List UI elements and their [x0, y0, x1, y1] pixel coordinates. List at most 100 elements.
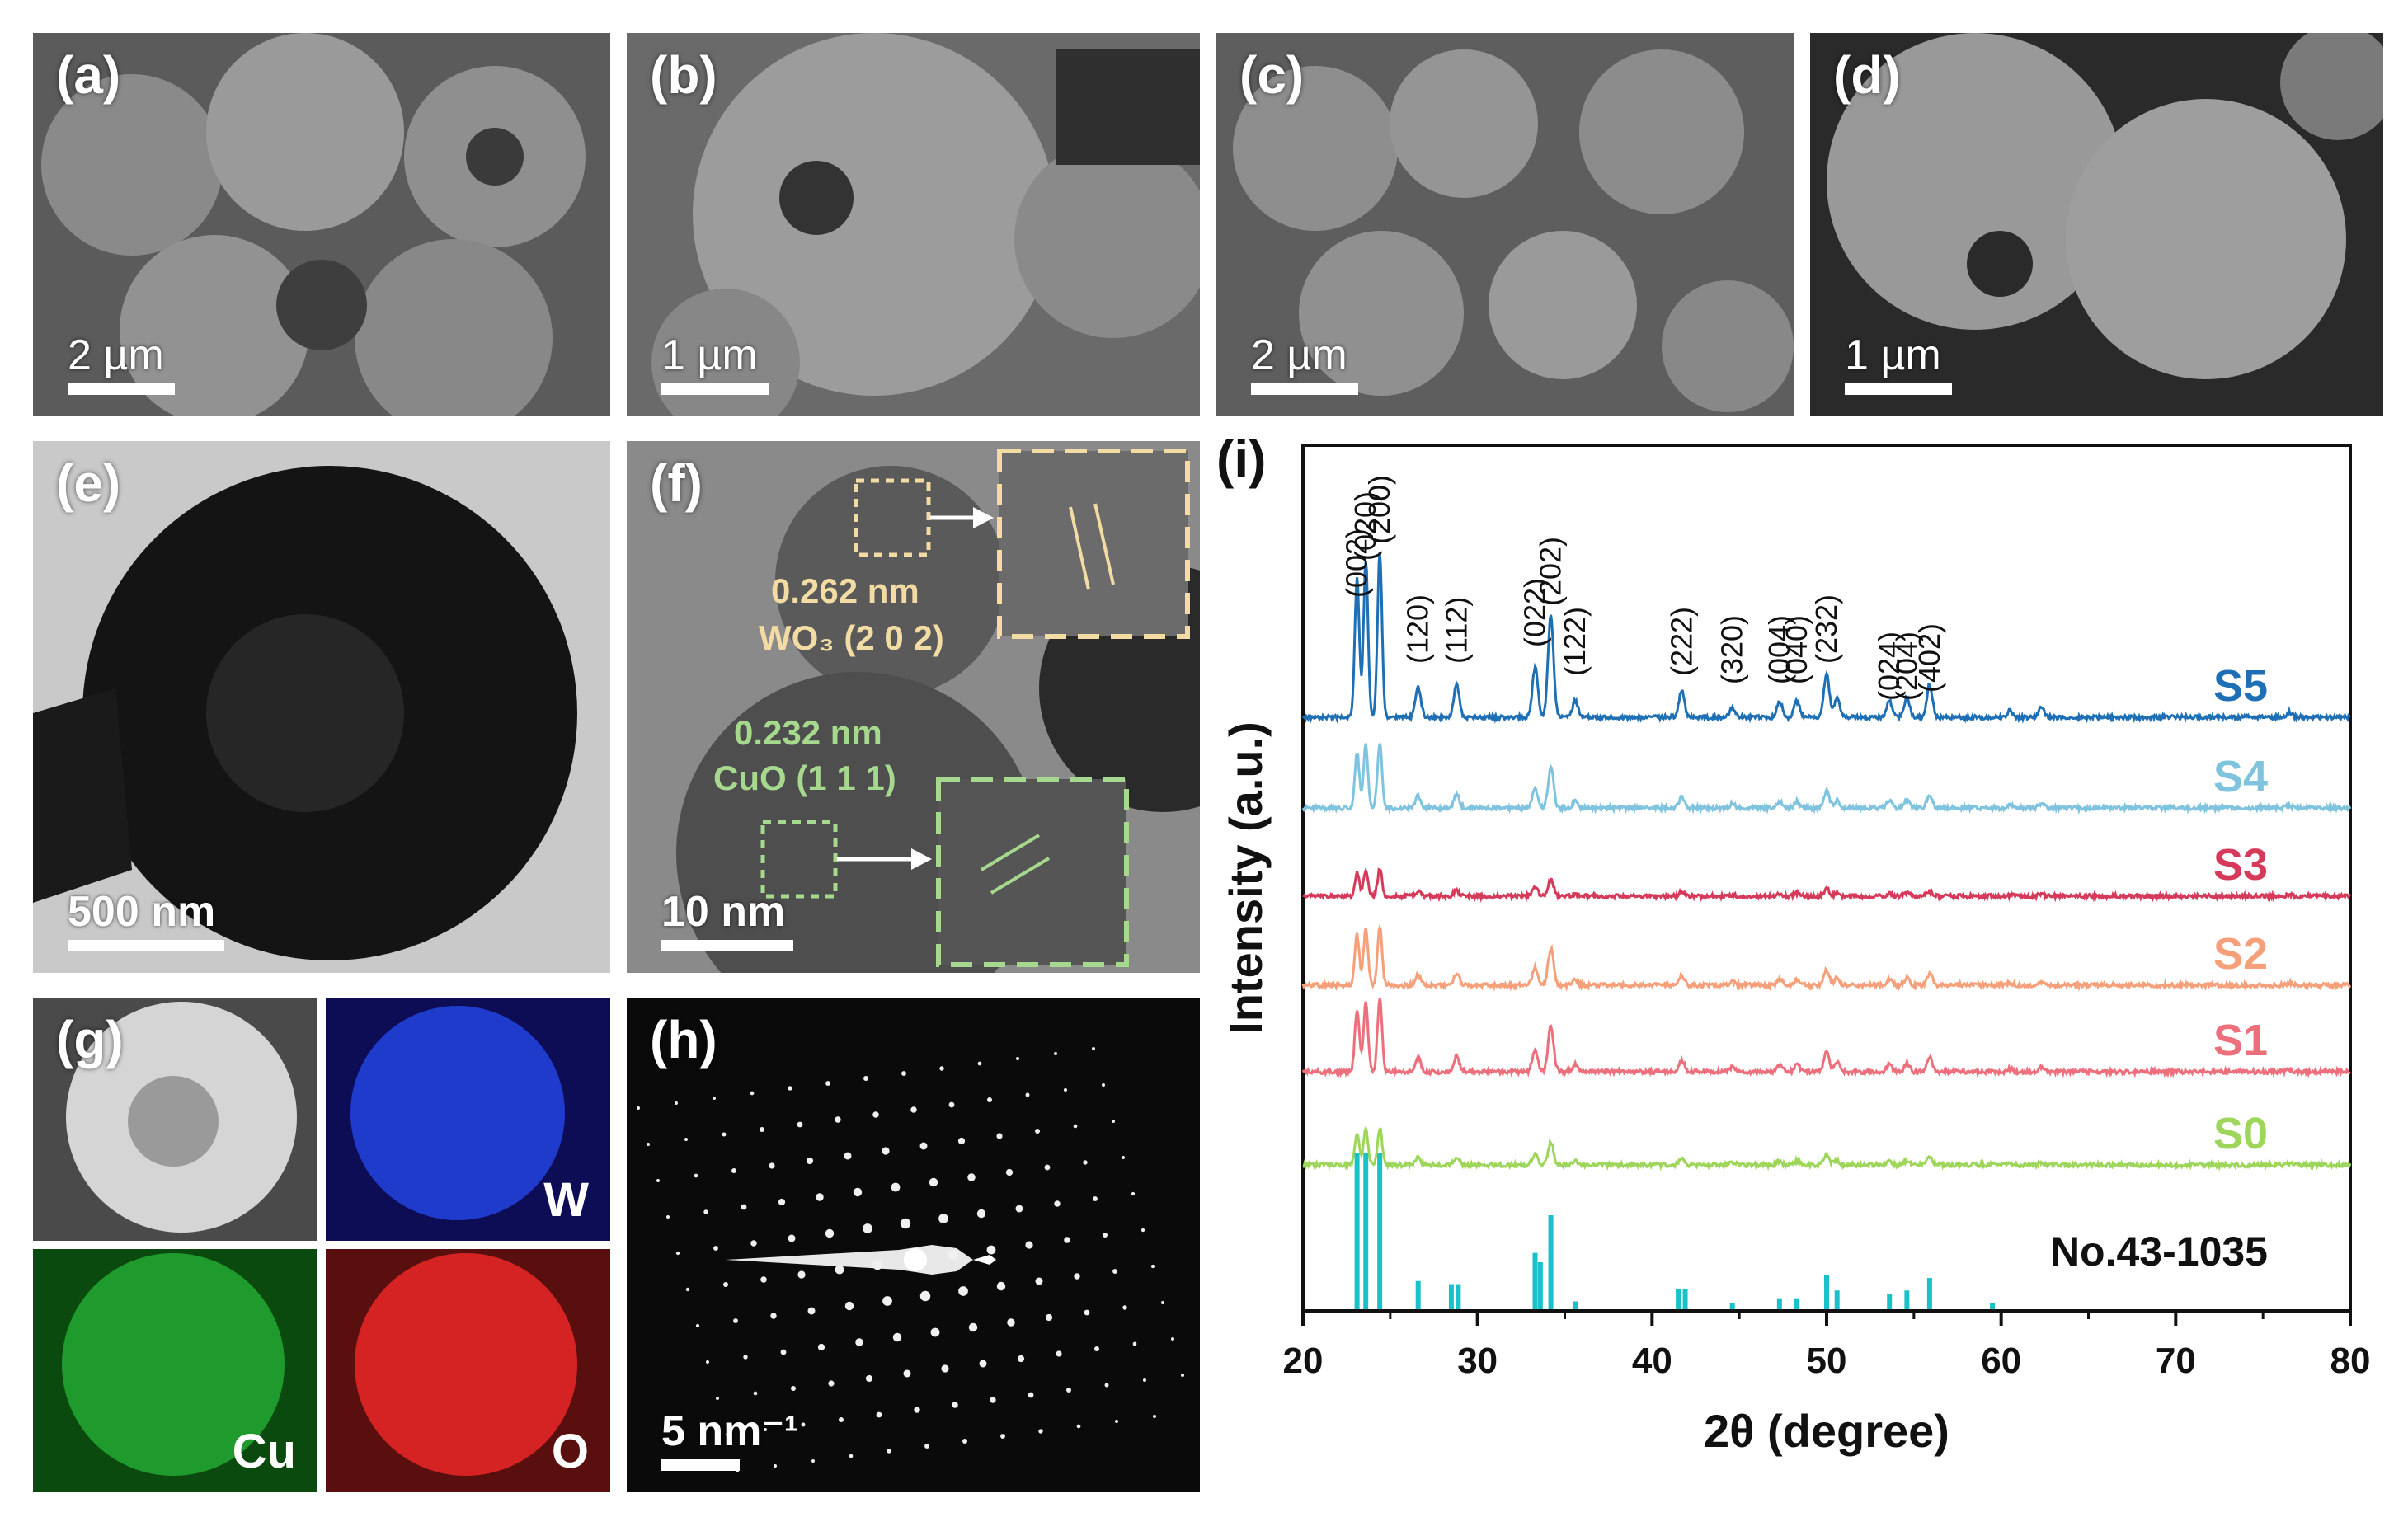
- hkl-label: (402): [1912, 623, 1946, 693]
- diffraction-spot: [703, 1209, 708, 1214]
- hkl-label: (222): [1664, 607, 1698, 676]
- diffraction-spot: [1171, 1337, 1174, 1341]
- diffraction-spot: [1074, 1273, 1080, 1280]
- panel-label-f: (f): [650, 453, 703, 513]
- diffraction-spot: [811, 1459, 815, 1463]
- diffraction-spot: [750, 1091, 755, 1096]
- xrd-trace-s5: [1301, 552, 2351, 725]
- diffraction-spot: [806, 1157, 814, 1165]
- diffraction-spot: [706, 1360, 709, 1364]
- series-label-s4: S4: [2213, 752, 2268, 801]
- diffraction-spot: [713, 1246, 718, 1251]
- diffraction-spot: [647, 1143, 650, 1146]
- diffraction-spot: [760, 1127, 764, 1132]
- hkl-label: (202): [1534, 537, 1568, 606]
- diffraction-spot: [1025, 1241, 1033, 1249]
- diffraction-spot: [722, 1132, 727, 1137]
- diffraction-spot: [797, 1121, 803, 1128]
- x-tick-label: 40: [1632, 1341, 1672, 1381]
- diffraction-spot: [1054, 1052, 1057, 1055]
- diffraction-spot: [855, 1338, 863, 1346]
- diffraction-spot: [1025, 1092, 1030, 1097]
- diffraction-spot: [979, 1360, 987, 1368]
- xrd-svg: 20 30 40 50 60 70 80 2θ (degree) Intensity (a.u.…: [1220, 444, 2370, 1457]
- diffraction-spot: [865, 1374, 873, 1383]
- hkl-label: (004): [1762, 615, 1796, 684]
- diffraction-spot: [910, 1106, 917, 1113]
- diffraction-spot: [675, 1251, 680, 1256]
- map-label-cu: Cu: [232, 1425, 296, 1478]
- panel-label-g: (g): [56, 1010, 124, 1069]
- diffraction-spot: [788, 1086, 792, 1091]
- diffraction-spot: [962, 1439, 967, 1444]
- diffraction-spot: [731, 1168, 736, 1173]
- sem-panel-c: (c) 2 µm: [1216, 33, 1794, 416]
- hkl-label: (122): [1558, 607, 1592, 676]
- scale-text-h: 5 nm⁻¹: [661, 1407, 799, 1455]
- diffraction-spot: [1000, 1434, 1005, 1439]
- diffraction-spot: [695, 1323, 700, 1328]
- tem-panel-e: (e) 500 nm: [33, 441, 610, 973]
- diffraction-spot: [1005, 1168, 1014, 1176]
- map-label-w: W: [543, 1173, 589, 1227]
- diffraction-spot: [1084, 1309, 1090, 1316]
- diffraction-spot: [764, 1428, 767, 1431]
- diffraction-spot: [1066, 1388, 1071, 1393]
- diffraction-spot: [1064, 1237, 1070, 1243]
- diffraction-spot: [1016, 1057, 1019, 1060]
- diffraction-spot: [1122, 1156, 1125, 1159]
- diffraction-spot: [825, 1228, 835, 1238]
- scale-text-b: 1 µm: [661, 331, 758, 379]
- x-tick-label: 70: [2156, 1341, 2196, 1381]
- diffraction-spot: [675, 1101, 678, 1105]
- diffraction-spot: [817, 1343, 825, 1351]
- diffraction-spot: [1115, 1420, 1118, 1423]
- diffraction-spot: [844, 1152, 852, 1160]
- sem-image-c: [1216, 33, 1794, 416]
- hrtem-image-f: [627, 441, 1200, 973]
- tem-image-e: [33, 441, 610, 973]
- series-label-s3: S3: [2213, 840, 2268, 890]
- sem-panel-a: (a) 2 µm: [33, 33, 610, 416]
- cuo-plane-label: CuO (1 1 1): [713, 758, 896, 797]
- diffraction-spot: [753, 1391, 758, 1396]
- diffraction-spot: [1054, 1200, 1061, 1207]
- panel-label-h: (h): [650, 1010, 717, 1069]
- diffraction-spot: [1122, 1305, 1127, 1310]
- hrtem-panel-f: (f) 0.262 nm WO₃ (2 0 2) 0.232 nm CuO (1…: [627, 441, 1200, 973]
- xrd-trace-s2: [1301, 924, 2352, 993]
- diffraction-spot: [996, 1133, 1003, 1139]
- diffraction-spot: [948, 1249, 959, 1261]
- panel-label-a: (a): [56, 45, 121, 105]
- diffraction-spot: [1035, 1129, 1040, 1134]
- diffraction-spot: [968, 1322, 978, 1332]
- scale-text-d: 1 µm: [1845, 331, 1941, 379]
- diffraction-spot: [726, 1433, 729, 1436]
- diffraction-spot: [1044, 1164, 1051, 1171]
- diffraction-spot: [1131, 1191, 1136, 1196]
- reference-label: No.43-1035: [2050, 1228, 2268, 1275]
- diffraction-spot: [684, 1138, 688, 1141]
- diffraction-spot: [1104, 1383, 1109, 1388]
- scale-bar-c: 2 µm: [1251, 331, 1358, 395]
- diffraction-spot: [1103, 1233, 1108, 1238]
- diffraction-spot: [900, 1218, 911, 1229]
- hkl-label: (040): [1780, 615, 1813, 684]
- diffraction-spot: [770, 1313, 777, 1319]
- diffraction-spot: [976, 1209, 986, 1219]
- diffraction-spot: [1083, 1160, 1088, 1165]
- xrd-chart: 20 30 40 50 60 70 80 2θ (degree) Intensity (a.u.…: [1204, 429, 2392, 1501]
- diffraction-spot: [666, 1215, 670, 1219]
- diffraction-spot: [1093, 1196, 1098, 1201]
- diffraction-spot: [853, 1187, 863, 1197]
- diffraction-spot: [1045, 1313, 1053, 1322]
- eds-map-w: W: [326, 998, 610, 1241]
- diffraction-spot: [1007, 1318, 1015, 1327]
- eds-map-o: O: [326, 1249, 610, 1492]
- diffraction-spot: [685, 1287, 690, 1292]
- diffraction-spot: [863, 1223, 872, 1233]
- diffraction-spot: [1161, 1301, 1164, 1304]
- diffraction-spot: [637, 1106, 640, 1110]
- diffraction-spot: [1056, 1350, 1062, 1357]
- diffraction-spot: [760, 1276, 767, 1283]
